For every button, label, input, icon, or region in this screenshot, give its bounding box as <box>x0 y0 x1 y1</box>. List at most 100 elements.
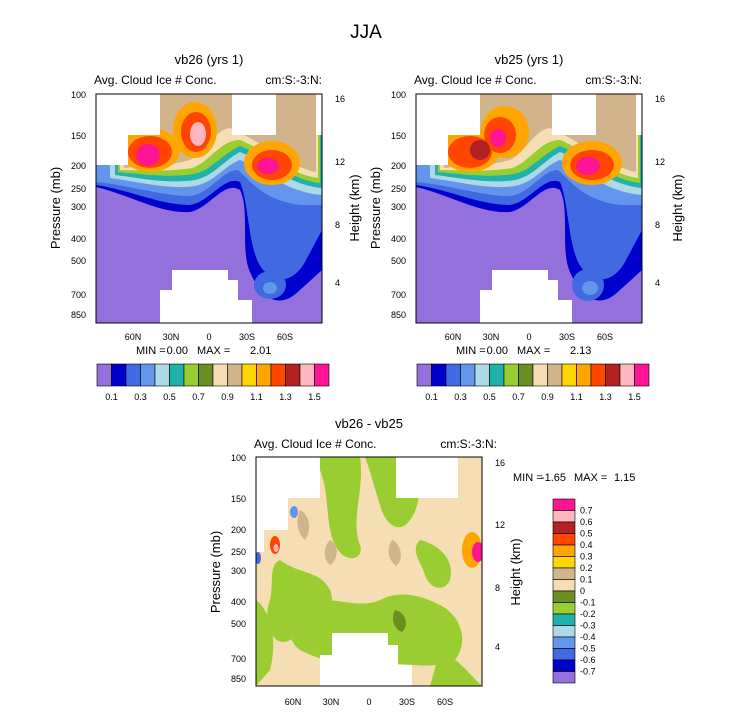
colorbar-swatch <box>552 648 576 661</box>
svg-text:8: 8 <box>655 220 660 230</box>
colorbar-swatch <box>561 363 577 387</box>
figure-title: JJA <box>350 22 382 43</box>
contour-field <box>256 457 482 686</box>
svg-text:850: 850 <box>231 674 246 684</box>
colorbar-tick-label: 0.1 <box>425 392 438 402</box>
colorbar-tick-label: 1.1 <box>250 392 263 402</box>
colorbar-swatch <box>212 363 228 387</box>
colorbar-swatch <box>314 363 330 387</box>
svg-text:MIN =: MIN = <box>513 472 543 484</box>
svg-text:150: 150 <box>391 131 406 141</box>
colorbar-swatch <box>552 590 576 603</box>
colorbar-swatch <box>445 363 461 387</box>
colorbar-tick-label: 0.7 <box>512 392 525 402</box>
height-axis: 16 12 8 4 <box>335 94 345 288</box>
colorbar-tick-label: 1.5 <box>628 392 641 402</box>
y-axis-right-label: Height (km) <box>347 174 362 241</box>
svg-text:2.01: 2.01 <box>250 345 271 357</box>
panel-vb26: vb26 (yrs 1) Avg. Cloud Ice # Conc. cm:S… <box>48 52 362 402</box>
panel-left-label: Avg. Cloud Ice # Conc. <box>94 73 217 87</box>
svg-text:200: 200 <box>231 525 246 535</box>
svg-text:60N: 60N <box>445 332 462 342</box>
svg-text:100: 100 <box>231 453 246 463</box>
contour-field <box>96 94 322 323</box>
svg-text:0.00: 0.00 <box>167 345 188 357</box>
colorbar-tick-label: 0.3 <box>580 552 593 562</box>
colorbar-swatch <box>552 659 576 672</box>
y-axis-label: Pressure (mb) <box>48 167 63 249</box>
svg-text:300: 300 <box>231 566 246 576</box>
panel-vb25: vb25 (yrs 1) Avg. Cloud Ice # Conc. cm:S… <box>368 52 685 402</box>
panel-left-label: Avg. Cloud Ice # Conc. <box>254 437 377 451</box>
stats-line: MIN = -1.65 MAX = 1.15 <box>513 472 635 484</box>
colorbar-tick-label: -0.6 <box>580 655 596 665</box>
svg-text:60S: 60S <box>277 332 293 342</box>
colorbar-tick-label: 0.6 <box>580 517 593 527</box>
colorbar-swatch <box>634 363 650 387</box>
svg-text:0: 0 <box>366 697 371 707</box>
svg-text:16: 16 <box>495 458 505 468</box>
svg-text:MAX =: MAX = <box>574 472 607 484</box>
svg-text:200: 200 <box>391 161 406 171</box>
colorbar-tick-label: 0.5 <box>483 392 496 402</box>
colorbar-tick-label: 0.3 <box>134 392 147 402</box>
stats-line: MIN = 0.00 MAX = 2.13 <box>456 345 591 357</box>
svg-text:850: 850 <box>391 310 406 320</box>
colorbar-tick-label: -0.3 <box>580 621 596 631</box>
colorbar-swatch <box>552 556 576 569</box>
svg-text:700: 700 <box>391 290 406 300</box>
svg-text:500: 500 <box>71 256 86 266</box>
svg-text:60S: 60S <box>597 332 613 342</box>
svg-text:300: 300 <box>391 202 406 212</box>
colorbar: 0.1 0.3 0.5 0.7 0.9 1.1 1.3 1.5 <box>416 363 650 402</box>
colorbar-tick-label: 0.9 <box>541 392 554 402</box>
colorbar-tick-label: -0.5 <box>580 644 596 654</box>
svg-text:MIN =: MIN = <box>136 345 166 357</box>
colorbar-swatch <box>552 533 576 546</box>
colorbar-swatch <box>532 363 548 387</box>
colorbar-swatch <box>183 363 199 387</box>
colorbar-tick-label: 0 <box>580 586 585 596</box>
colorbar-swatch <box>96 363 112 387</box>
latitude-axis: 60N 30N 0 30S 60S <box>125 332 293 342</box>
colorbar-swatch <box>474 363 490 387</box>
colorbar-tick-label: 1.5 <box>308 392 321 402</box>
panel-right-label: cm:S:-3:N: <box>440 437 497 451</box>
colorbar-swatch <box>552 498 576 511</box>
svg-text:MAX =: MAX = <box>197 345 230 357</box>
colorbar-tick-label: -0.4 <box>580 632 596 642</box>
colorbar-swatch <box>241 363 257 387</box>
colorbar-swatch <box>125 363 141 387</box>
svg-text:30S: 30S <box>399 697 415 707</box>
colorbar-swatch <box>227 363 243 387</box>
colorbar-tick-label: -0.1 <box>580 598 596 608</box>
colorbar-swatch <box>299 363 315 387</box>
colorbar-swatch <box>285 363 301 387</box>
colorbar-tick-label: 1.1 <box>570 392 583 402</box>
colorbar-swatch <box>552 521 576 534</box>
svg-text:30S: 30S <box>239 332 255 342</box>
pressure-axis: 100 150 200 250 300 400 500 700 850 <box>231 453 246 684</box>
height-axis: 16 12 8 4 <box>495 458 505 652</box>
height-axis: 16 12 8 4 <box>655 94 665 288</box>
panel-right-label: cm:S:-3:N: <box>585 73 642 87</box>
svg-text:0.00: 0.00 <box>487 345 508 357</box>
svg-text:8: 8 <box>335 220 340 230</box>
colorbar-tick-label: 0.5 <box>580 529 593 539</box>
svg-text:8: 8 <box>495 583 500 593</box>
svg-text:150: 150 <box>71 131 86 141</box>
colorbar-swatch <box>460 363 476 387</box>
svg-text:30S: 30S <box>559 332 575 342</box>
colorbar-swatch <box>552 636 576 649</box>
colorbar-swatch <box>154 363 170 387</box>
y-axis-right-label: Height (km) <box>670 174 685 241</box>
latitude-axis: 60N 30N 0 30S 60S <box>285 697 453 707</box>
colorbar-swatch <box>619 363 635 387</box>
svg-text:4: 4 <box>335 278 340 288</box>
svg-text:700: 700 <box>71 290 86 300</box>
svg-text:4: 4 <box>655 278 660 288</box>
colorbar-swatch <box>140 363 156 387</box>
panel-difference: vb26 - vb25 Avg. Cloud Ice # Conc. cm:S:… <box>208 416 635 707</box>
colorbar-swatch <box>552 613 576 626</box>
